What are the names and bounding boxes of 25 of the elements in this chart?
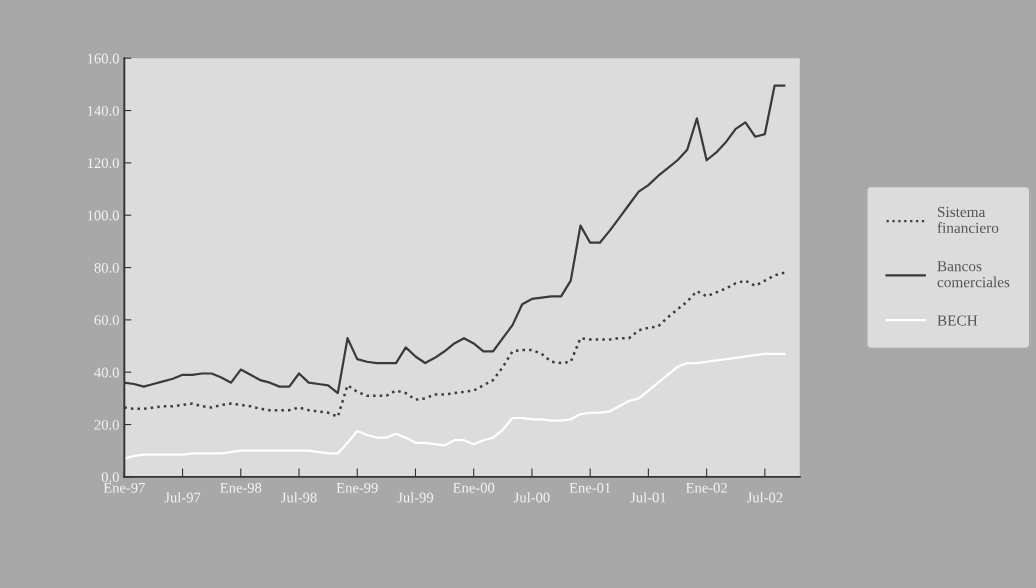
x-tick-label: Jul-01	[630, 492, 666, 503]
y-tick-label: 60.0	[94, 315, 119, 326]
x-tick-label: Jul-97	[164, 492, 201, 503]
y-tick-label: 120.0	[87, 158, 119, 169]
y-tick-label: 160.0	[87, 53, 119, 64]
x-tick-label: Ene-99	[336, 482, 378, 493]
legend-label: BECH	[937, 315, 978, 326]
y-tick-label: 40.0	[94, 367, 119, 378]
x-tick-label: Jul-02	[746, 492, 783, 503]
legend-label: Sistema financiero	[937, 206, 999, 234]
x-tick-label: Ene-01	[569, 482, 611, 493]
x-tick-label: Ene-97	[103, 482, 145, 493]
x-tick-label: Ene-00	[453, 482, 495, 493]
y-tick-label: 80.0	[94, 262, 119, 273]
x-tick-label: Ene-98	[220, 482, 262, 493]
line-series	[124, 352, 786, 460]
y-tick-label: 100.0	[87, 210, 119, 221]
x-tick-label: Jul-98	[281, 492, 317, 503]
x-tick-label: Ene-02	[685, 482, 727, 493]
x-tick-label: Jul-00	[514, 492, 550, 503]
y-tick-label: 140.0	[87, 105, 119, 116]
y-tick-label: 0.0	[101, 472, 119, 483]
x-tick-label: Jul-99	[397, 492, 434, 503]
legend-label: Bancos comerciales	[937, 261, 1010, 288]
y-tick-label: 20.0	[94, 419, 119, 430]
